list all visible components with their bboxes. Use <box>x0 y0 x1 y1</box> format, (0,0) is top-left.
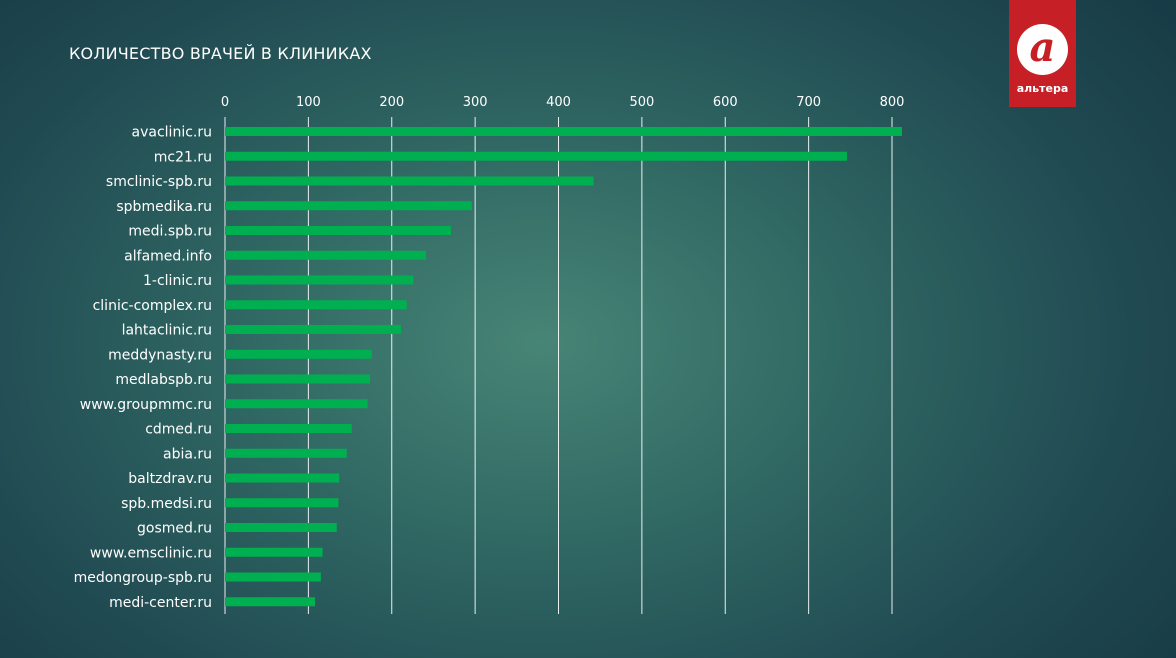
category-label: www.emsclinic.ru <box>90 545 212 561</box>
logo-letter-icon: а <box>1029 24 1056 71</box>
bar-medi.spb.ru <box>225 226 451 235</box>
brand-logo: а альтера <box>1009 0 1076 107</box>
bar-medi-center.ru <box>225 597 316 607</box>
x-tick-label: 800 <box>880 95 905 110</box>
category-label: lahtaclinic.ru <box>122 323 212 339</box>
bar-www.emsclinic.ru <box>225 547 323 557</box>
x-axis-ticks: 0 100 200 300 400 500 600 700 800 <box>221 95 905 110</box>
category-label: abia.ru <box>163 446 212 462</box>
category-label: gosmed.ru <box>137 521 212 537</box>
bar-avaclinic.ru <box>225 127 903 136</box>
category-label: www.groupmmc.ru <box>80 397 212 413</box>
category-label: smclinic-spb.ru <box>106 174 212 190</box>
category-label: clinic-complex.ru <box>93 298 212 314</box>
x-tick-label: 700 <box>796 95 821 110</box>
category-label: baltzdrav.ru <box>128 471 212 487</box>
bar-spb.medsi.ru <box>225 498 339 508</box>
x-tick-label: 500 <box>629 95 654 110</box>
logo-circle: а <box>1017 24 1068 75</box>
x-tick-label: 200 <box>379 95 404 110</box>
bar-medlabspb.ru <box>225 374 371 384</box>
bar-baltzdrav.ru <box>225 473 340 483</box>
bar-www.groupmmc.ru <box>225 399 368 409</box>
category-label: mc21.ru <box>154 149 212 165</box>
bar-abia.ru <box>225 448 347 458</box>
bar-alfamed.info <box>225 250 426 260</box>
bar-1-clinic.ru <box>225 275 414 285</box>
category-label: meddynasty.ru <box>108 347 212 363</box>
x-tick-label: 300 <box>463 95 488 110</box>
x-tick-label: 100 <box>296 95 321 110</box>
category-label: spb.medsi.ru <box>121 496 212 512</box>
category-label: alfamed.info <box>124 248 212 264</box>
bar-lahtaclinic.ru <box>225 325 401 334</box>
category-label: avaclinic.ru <box>132 125 212 141</box>
bar-cdmed.ru <box>225 424 352 433</box>
bar-clinic-complex.ru <box>225 300 407 310</box>
x-tick-label: 400 <box>546 95 571 110</box>
category-label: medongroup-spb.ru <box>74 570 212 586</box>
category-labels: avaclinic.ru mc21.ru smclinic-spb.ru spbmed… <box>74 125 212 611</box>
logo-text: альтера <box>1016 82 1069 95</box>
x-tick-label: 0 <box>221 95 229 110</box>
bar-meddynasty.ru <box>225 349 372 359</box>
bars <box>225 127 903 607</box>
gridlines <box>224 117 893 614</box>
category-label: cdmed.ru <box>145 422 212 438</box>
bar-gosmed.ru <box>225 523 337 532</box>
category-label: spbmedika.ru <box>116 199 212 215</box>
bar-medongroup-spb.ru <box>225 572 321 582</box>
bar-spbmedika.ru <box>225 201 472 211</box>
category-label: medi-center.ru <box>109 595 212 611</box>
x-tick-label: 600 <box>713 95 738 110</box>
category-label: medlabspb.ru <box>115 372 212 388</box>
bar-smclinic-spb.ru <box>225 176 594 186</box>
category-label: medi.spb.ru <box>128 224 212 240</box>
chart-title: КОЛИЧЕСТВО ВРАЧЕЙ В КЛИНИКАХ <box>69 44 372 63</box>
category-label: 1-clinic.ru <box>143 273 212 289</box>
bar-mc21.ru <box>225 151 847 161</box>
